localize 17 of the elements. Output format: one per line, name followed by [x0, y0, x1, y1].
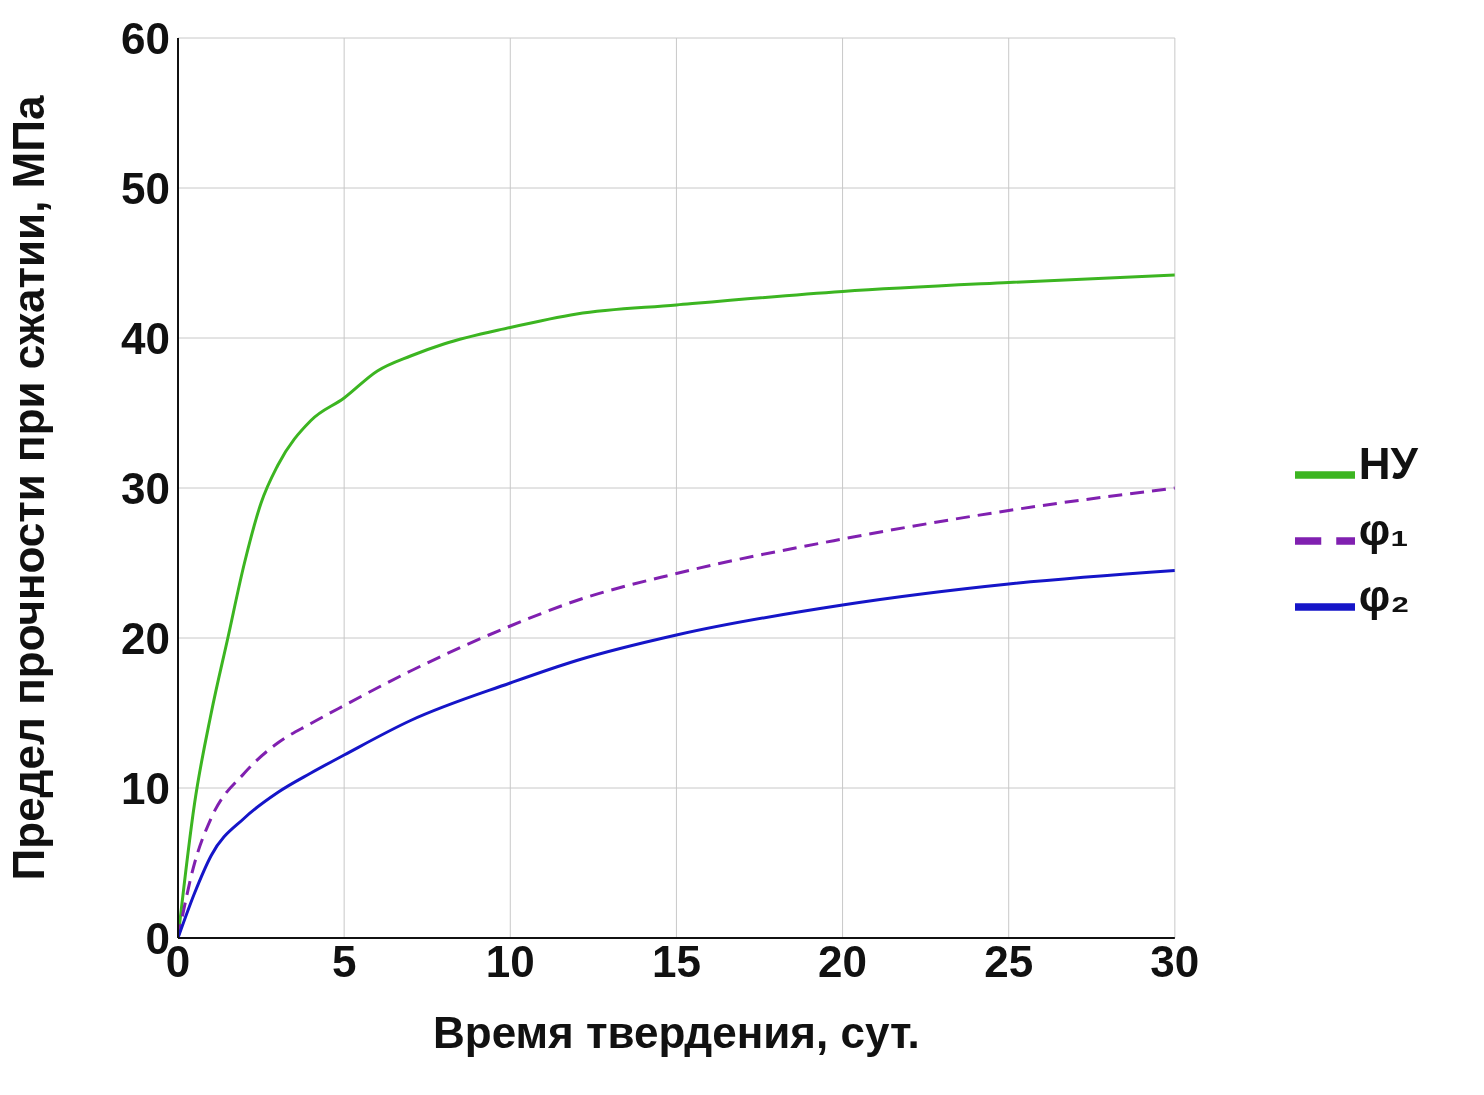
y-tick-label: 30: [121, 463, 170, 513]
y-tick-label: 10: [121, 763, 170, 813]
x-axis-title: Время твердения, сут.: [433, 1008, 920, 1057]
x-tick-label: 15: [651, 937, 701, 987]
x-tick-label: 10: [485, 937, 535, 987]
y-tick-label: 60: [121, 13, 170, 63]
y-tick-label: 20: [121, 613, 170, 663]
y-tick-label: 50: [121, 163, 170, 213]
x-tick-label: 30: [1150, 937, 1200, 987]
y-tick-label: 40: [121, 313, 170, 363]
y-axis-title: Предел прочности при сжатии, МПа: [3, 95, 53, 881]
legend-label: φ₁: [1358, 505, 1409, 555]
x-tick-label: 25: [984, 937, 1034, 987]
x-tick-label: 20: [818, 937, 868, 987]
legend-label: φ₂: [1358, 570, 1410, 620]
legend-label: НУ: [1358, 439, 1418, 489]
x-tick-label: 5: [331, 937, 357, 987]
